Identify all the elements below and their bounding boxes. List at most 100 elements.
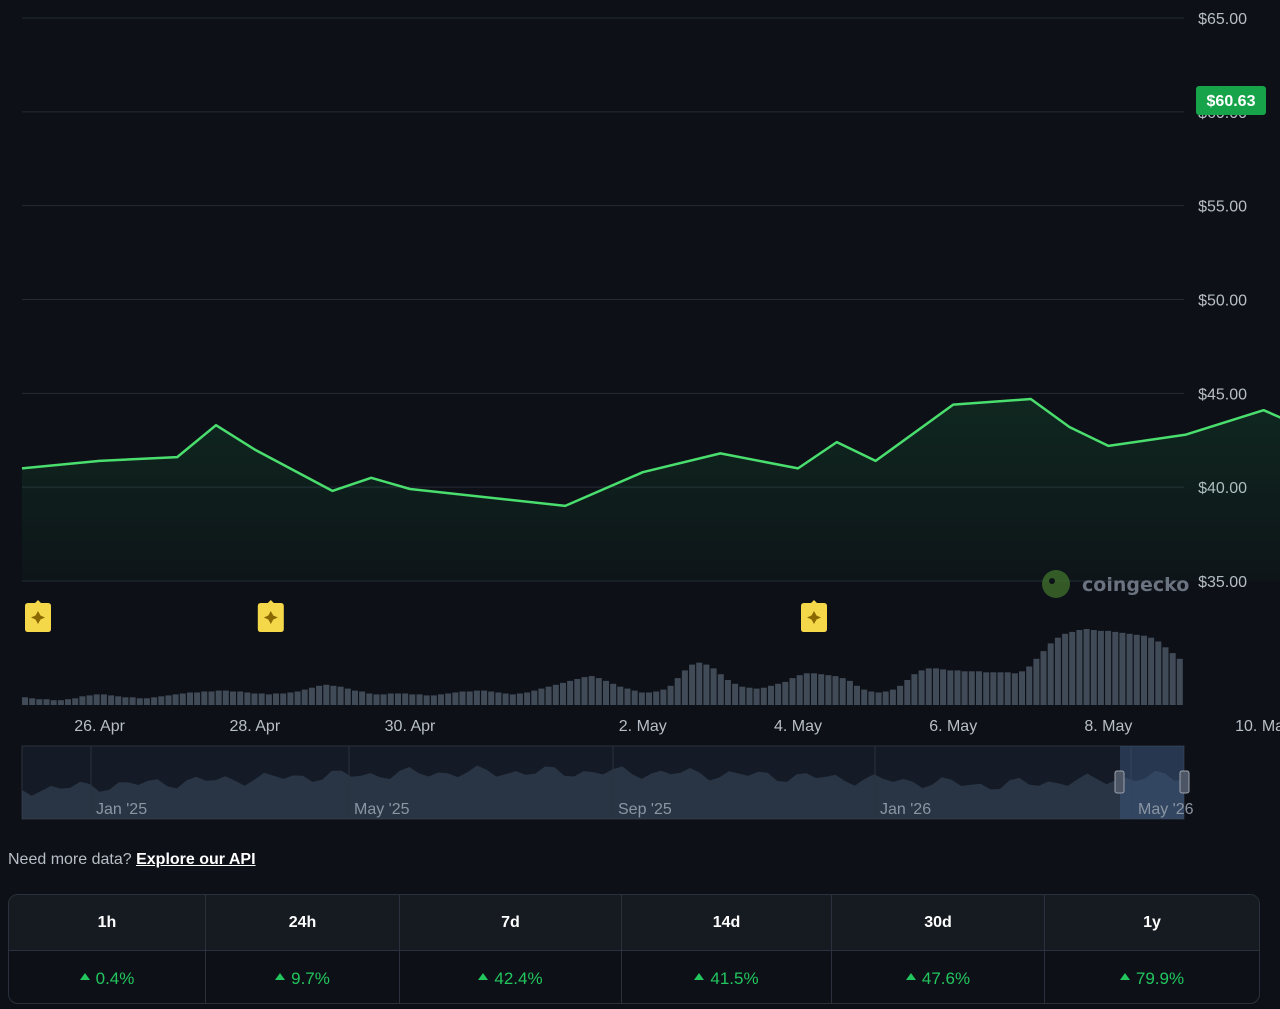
volume-bar <box>473 690 480 705</box>
volume-bar <box>438 694 444 705</box>
volume-bar <box>983 672 990 705</box>
volume-bar <box>143 698 150 705</box>
volume-bar <box>567 680 574 705</box>
volume-bar <box>402 693 409 705</box>
volume-bar <box>50 700 57 705</box>
volume-bar <box>681 670 688 705</box>
volume-bar <box>746 687 753 705</box>
volume-bar <box>43 699 50 705</box>
event-markers[interactable] <box>25 600 1280 632</box>
volume-bar <box>509 694 516 705</box>
volume-bar <box>330 685 337 705</box>
volume-bar <box>258 693 265 705</box>
volume-bar <box>179 693 186 705</box>
volume-bar <box>86 695 93 705</box>
volume-bar <box>516 693 523 705</box>
price-chart[interactable]: $35.00$40.00$45.00$50.00$55.00$60.00$65.… <box>0 0 1280 830</box>
volume-bar <box>323 684 330 705</box>
price-badge <box>1196 86 1266 115</box>
volume-bar <box>136 698 143 705</box>
volume-bar <box>768 685 774 705</box>
x-tick-label: 30. Apr <box>385 718 436 735</box>
volume-bar <box>1004 672 1011 705</box>
volume-bar <box>552 684 559 705</box>
volume-bar <box>151 697 158 705</box>
change-value: 42.4% <box>494 968 543 988</box>
volume-bar <box>789 678 796 705</box>
volume-bar <box>488 691 495 705</box>
volume-bar <box>251 693 258 705</box>
current-price-label: $60.63 <box>1207 93 1256 110</box>
volume-bar <box>237 691 244 705</box>
caret-up-icon <box>694 973 705 980</box>
navigator-axis: Jan '25 May '25 Sep '25 Jan '26 May '26 <box>96 801 1194 818</box>
event-marker[interactable] <box>801 600 827 632</box>
change-1h: 0.4% <box>9 951 206 1003</box>
volume-bar <box>230 691 236 705</box>
volume-bar <box>502 693 509 705</box>
volume-bar <box>947 670 954 705</box>
volume-bar <box>803 673 810 705</box>
volume-bar <box>703 664 710 705</box>
volume-bar <box>667 685 674 705</box>
volume-bar <box>1011 673 1018 705</box>
volume-bar <box>832 676 839 705</box>
period-header-30d: 30d <box>832 895 1045 950</box>
volume-bar <box>976 671 982 705</box>
volume-bar <box>610 683 617 705</box>
change-value: 47.6% <box>921 968 971 988</box>
volume-bar <box>710 668 717 705</box>
volume-bar <box>352 690 358 705</box>
volume-bar <box>811 673 817 705</box>
navigator-tick-label: Jan '26 <box>880 801 931 818</box>
volume-bar <box>1076 630 1083 705</box>
change-value: 0.4% <box>95 968 135 988</box>
volume-bar <box>1069 631 1076 705</box>
volume-bar <box>538 688 545 705</box>
volume-bar <box>753 688 760 705</box>
volume-bar <box>839 678 846 705</box>
volume-bar <box>430 695 437 705</box>
volume-bar <box>1126 633 1133 705</box>
volume-bar <box>1133 634 1140 705</box>
change-value: 9.7% <box>291 968 330 988</box>
volume-bar <box>696 662 703 705</box>
volume-bar <box>308 687 315 705</box>
volume-bar <box>1047 643 1054 705</box>
volume-bar <box>595 678 602 705</box>
performance-table: 1h 24h 7d 14d 30d 1y 0.4% 9.7% 42.4% 41.… <box>8 894 1260 1004</box>
event-marker[interactable] <box>257 600 284 632</box>
performance-header-row: 1h 24h 7d 14d 30d 1y <box>9 895 1259 951</box>
y-tick-label: $45.00 <box>1198 386 1247 403</box>
event-marker[interactable] <box>25 600 51 632</box>
volume-bar <box>201 691 208 705</box>
price-line[interactable] <box>21 86 1280 518</box>
volume-bar <box>158 696 165 705</box>
caret-up-icon <box>1119 973 1130 980</box>
volume-bar <box>301 689 308 705</box>
navigator-left-handle[interactable] <box>1114 770 1125 794</box>
volume-bar <box>316 685 323 705</box>
volume-bar <box>854 685 860 705</box>
volume-bar <box>409 694 416 705</box>
volume-bar <box>452 692 459 705</box>
navigator-selection[interactable] <box>1120 746 1184 819</box>
x-tick-label: 28. Apr <box>229 718 280 735</box>
navigator-tick-label: Sep '25 <box>618 801 672 818</box>
volume-bar <box>93 694 100 705</box>
volume-bar <box>889 689 896 705</box>
volume-bar <box>531 690 538 705</box>
period-header-14d: 14d <box>622 895 832 950</box>
x-tick-label: 8. May <box>1084 718 1132 735</box>
volume-bar <box>380 694 387 705</box>
period-header-1h: 1h <box>9 895 206 950</box>
y-tick-label: $55.00 <box>1198 199 1247 216</box>
volume-bar <box>861 689 868 705</box>
range-navigator[interactable]: Jan '25 May '25 Sep '25 Jan '26 May '26 <box>21 745 1194 820</box>
explore-api-link[interactable]: Explore our API <box>136 851 256 868</box>
volume-bar <box>1019 671 1025 705</box>
volume-bar <box>122 697 129 705</box>
volume-bar <box>574 679 581 705</box>
navigator-right-handle[interactable] <box>1179 770 1190 794</box>
volume-bar <box>481 690 488 705</box>
